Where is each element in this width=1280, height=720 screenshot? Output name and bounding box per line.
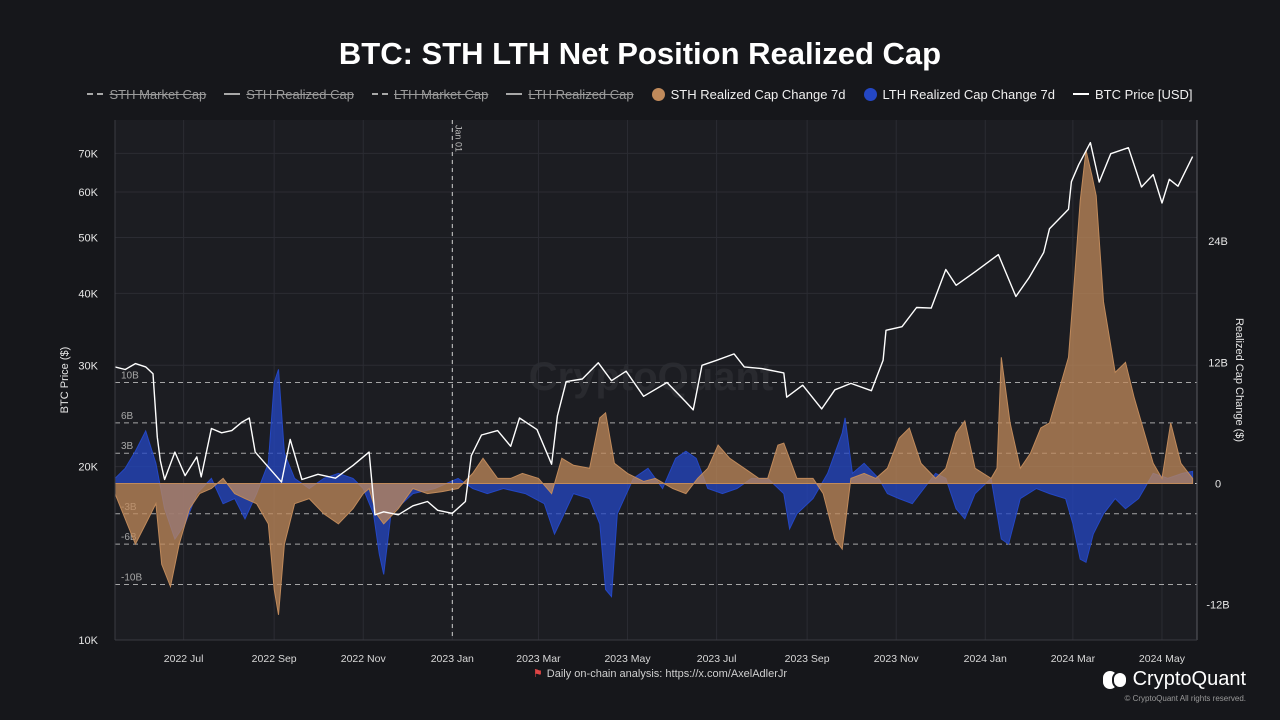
y-right-tick-label: 0 bbox=[1215, 478, 1221, 490]
reference-line-label: -10B bbox=[121, 572, 142, 583]
legend-label: LTH Market Cap bbox=[393, 86, 489, 102]
y-right-tick-label: -12B bbox=[1206, 600, 1229, 612]
x-tick-label: 2024 Jan bbox=[964, 653, 1007, 665]
legend-item-3[interactable]: LTH Realized Cap bbox=[506, 86, 634, 102]
y-left-tick-label: 20K bbox=[78, 462, 98, 474]
x-tick-label: 2022 Sep bbox=[252, 653, 297, 665]
btc-price-line bbox=[114, 141, 1194, 516]
x-tick-label: 2022 Jul bbox=[164, 653, 204, 665]
legend-label: LTH Realized Cap bbox=[528, 86, 634, 102]
y-left-axis-title: BTC Price ($) bbox=[59, 347, 71, 414]
y-left-tick-label: 30K bbox=[78, 360, 98, 372]
legend-item-4[interactable]: STH Realized Cap Change 7d bbox=[651, 86, 846, 102]
event-line-label: Jan 01 bbox=[453, 125, 463, 152]
x-tick-label: 2023 Sep bbox=[785, 653, 830, 665]
x-tick-label: 2022 Nov bbox=[341, 653, 387, 665]
legend-label: BTC Price [USD] bbox=[1095, 86, 1193, 102]
reference-line-label: 10B bbox=[121, 371, 139, 382]
y-right-tick-label: 12B bbox=[1208, 357, 1228, 369]
legend-swatch-icon bbox=[224, 93, 241, 95]
reference-line-label: -6B bbox=[121, 532, 137, 543]
plot-background bbox=[115, 120, 1197, 640]
flag-icon: ⚑ bbox=[532, 668, 543, 680]
legend-label: STH Realized Cap Change 7d bbox=[670, 86, 846, 102]
sth-area-series bbox=[114, 150, 1194, 615]
x-tick-label: 2023 May bbox=[604, 653, 651, 665]
y-left-tick-label: 50K bbox=[78, 233, 98, 245]
cryptoquant-logo-icon bbox=[1102, 670, 1128, 689]
x-tick-label: 2023 Jan bbox=[431, 653, 474, 665]
x-tick-label: 2023 Nov bbox=[874, 653, 920, 665]
reference-line-label: 6B bbox=[121, 411, 134, 422]
copyright: © CryptoQuant All rights reserved. bbox=[1124, 694, 1247, 703]
x-tick-label: 2024 Mar bbox=[1051, 653, 1096, 665]
x-tick-label: 2024 May bbox=[1139, 653, 1186, 665]
chart-title: BTC: STH LTH Net Position Realized Cap bbox=[338, 36, 942, 71]
x-tick-label: 2023 Jul bbox=[697, 653, 737, 665]
y-left-tick-label: 60K bbox=[78, 187, 98, 199]
area-series bbox=[114, 150, 1194, 615]
legend-item-0[interactable]: STH Market Cap bbox=[87, 87, 206, 102]
brand-logo[interactable]: CryptoQuant bbox=[1102, 668, 1246, 691]
legend-swatch-icon bbox=[87, 93, 104, 95]
y-left-tick-label: 10K bbox=[78, 635, 98, 647]
reference-line-label: 3B bbox=[121, 441, 134, 452]
legend-swatch-icon bbox=[651, 87, 665, 101]
y-left-tick-label: 40K bbox=[78, 288, 98, 300]
legend-swatch-icon bbox=[1073, 93, 1089, 95]
legend-item-1[interactable]: STH Realized Cap bbox=[224, 87, 354, 102]
brand-name: CryptoQuant bbox=[1132, 668, 1246, 690]
legend-item-2[interactable]: LTH Market Cap bbox=[371, 86, 489, 102]
x-tick-label: 2023 Mar bbox=[516, 653, 561, 665]
footer-note-text: Daily on-chain analysis: https://x.com/A… bbox=[546, 668, 788, 680]
price-series bbox=[114, 141, 1194, 516]
legend-item-5[interactable]: LTH Realized Cap Change 7d bbox=[863, 86, 1055, 102]
axes: 2022 Jul 2022 Sep 2022 Nov 2023 Jan 2023 Mar… bbox=[59, 120, 1245, 665]
footer-note[interactable]: ⚑ Daily on-chain analysis: https://x.com/… bbox=[0, 667, 1280, 680]
y-right-tick-label: 24B bbox=[1208, 236, 1228, 248]
legend-swatch-icon bbox=[506, 93, 523, 95]
y-right-axis-title: Realized Cap Change ($) bbox=[1233, 318, 1245, 442]
legend-label: STH Realized Cap bbox=[246, 86, 354, 102]
legend-label: LTH Realized Cap Change 7d bbox=[882, 86, 1055, 102]
legend-swatch-icon bbox=[863, 87, 877, 101]
legend-swatch-icon bbox=[371, 93, 388, 95]
legend-item-6[interactable]: BTC Price [USD] bbox=[1073, 87, 1193, 102]
event-line: Jan 01 bbox=[451, 120, 463, 640]
legend: STH Market Cap STH Realized Cap LTH Market… bbox=[0, 84, 1280, 104]
legend-label: STH Market Cap bbox=[109, 86, 207, 102]
y-left-tick-label: 70K bbox=[78, 148, 98, 160]
